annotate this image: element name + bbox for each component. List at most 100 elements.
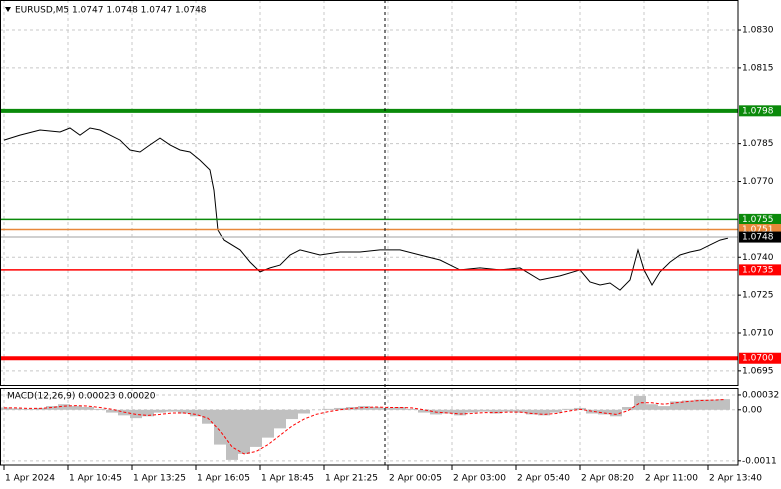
- histogram-bar: [22, 408, 34, 410]
- histogram-bar: [406, 408, 418, 410]
- x-tick-label: 1 Apr 21:25: [325, 474, 378, 484]
- histogram-bar: [298, 409, 310, 414]
- level-tag-label: 1.0735: [742, 265, 774, 275]
- level-tag: [739, 223, 781, 235]
- level-tag: [739, 231, 781, 243]
- histogram-bar: [94, 408, 106, 410]
- histogram-bar: [622, 407, 634, 410]
- chart-title: EURUSD,M5 1.0747 1.0748 1.0747 1.0748: [15, 6, 207, 16]
- level-tag-label: 1.0700: [742, 354, 774, 364]
- price-window: [0, 0, 739, 386]
- histogram-bar: [670, 401, 682, 410]
- x-tick-label: 1 Apr 13:25: [133, 474, 186, 484]
- histogram-bar: [0, 407, 10, 410]
- histogram-bar: [550, 409, 562, 413]
- histogram-bar: [442, 409, 454, 414]
- level-tag-label: 1.0748: [742, 233, 774, 243]
- x-tick-label: 2 Apr 03:00: [453, 474, 506, 484]
- histogram-bar: [454, 409, 466, 416]
- histogram-bar: [46, 406, 58, 410]
- y-tick-label: 0.00032: [742, 390, 779, 400]
- level-tag: [739, 264, 781, 276]
- histogram-bar: [250, 409, 262, 447]
- x-tick-label: 2 Apr 05:40: [517, 474, 570, 484]
- histogram-bar: [286, 409, 298, 420]
- histogram-bar: [694, 399, 706, 410]
- y-tick-label: 1.0740: [742, 253, 774, 263]
- histogram-bar: [658, 406, 670, 410]
- histogram-bar: [502, 409, 514, 412]
- histogram-bar: [370, 407, 382, 410]
- indicator-title: MACD(12,26,9) 0.00023 0.00020: [7, 392, 156, 402]
- histogram-bar: [634, 395, 646, 410]
- menu-icon[interactable]: [5, 7, 11, 12]
- x-tick-label: 1 Apr 10:45: [69, 474, 122, 484]
- histogram-bar: [586, 409, 598, 414]
- macd-window: [0, 388, 739, 466]
- histogram-bar: [718, 399, 730, 410]
- histogram-bar: [322, 408, 334, 410]
- histogram-bar: [190, 409, 202, 417]
- histogram-bar: [82, 407, 94, 410]
- level-tag: [739, 352, 781, 364]
- histogram-bar: [334, 407, 346, 410]
- y-tick-label: -0.0011: [742, 456, 777, 466]
- level-tag-label: 1.0755: [742, 215, 774, 225]
- histogram-bar: [562, 408, 574, 410]
- y-tick-label: 1.0695: [742, 366, 774, 376]
- y-tick-label: 1.0725: [742, 291, 774, 301]
- histogram-bar: [178, 409, 190, 414]
- histogram-bar: [646, 404, 658, 410]
- histogram-bar: [394, 407, 406, 410]
- histogram-bar: [514, 409, 526, 413]
- histogram-bar: [262, 409, 274, 438]
- x-tick-label: 1 Apr 16:05: [197, 474, 250, 484]
- histogram-bar: [238, 409, 250, 454]
- y-tick-label: 1.0785: [742, 139, 774, 149]
- histogram-bar: [682, 400, 694, 410]
- x-tick-label: 2 Apr 08:20: [581, 474, 634, 484]
- histogram-bar: [154, 409, 166, 413]
- y-tick-label: 1.0710: [742, 328, 774, 338]
- histogram-bar: [382, 407, 394, 410]
- histogram-bar: [538, 409, 550, 416]
- histogram-bar: [526, 409, 538, 415]
- histogram-bar: [70, 406, 82, 410]
- histogram-bar: [706, 399, 718, 410]
- level-tag-label: 1.0798: [742, 106, 774, 116]
- histogram-bar: [478, 409, 490, 412]
- x-tick-label: 2 Apr 11:00: [645, 474, 698, 484]
- x-tick-label: 1 Apr 18:45: [261, 474, 314, 484]
- histogram-bar: [466, 409, 478, 413]
- histogram-bar: [142, 409, 154, 417]
- x-tick-label: 2 Apr 00:05: [389, 474, 442, 484]
- histogram-bar: [610, 409, 622, 417]
- level-tag: [739, 213, 781, 225]
- grid: [0, 0, 738, 465]
- y-tick-label: 1.0815: [742, 63, 774, 73]
- x-tick-label: 2 Apr 13:40: [709, 474, 762, 484]
- histogram-bar: [358, 406, 370, 410]
- histogram-bar: [202, 409, 214, 424]
- signal-line: [4, 399, 725, 455]
- level-tag-label: 1.0751: [742, 225, 774, 235]
- histogram-bar: [598, 409, 610, 415]
- level-tag: [739, 105, 781, 117]
- histogram-bar: [490, 409, 502, 414]
- histogram-bar: [106, 409, 118, 413]
- histogram-bar: [58, 404, 70, 410]
- histogram-bar: [418, 409, 430, 413]
- x-tick-label: 1 Apr 2024: [5, 474, 55, 484]
- y-tick-label: 0.00: [742, 405, 762, 415]
- labels: 1.0830 1.0815 1.0785 1.0770 1.0740 1.0725 1.07…: [3, 26, 781, 484]
- histogram-bar: [214, 409, 226, 445]
- histogram-bar: [166, 409, 178, 412]
- marks: [0, 108, 738, 460]
- price-line: [3, 127, 729, 291]
- y-tick-label: 1.0830: [742, 26, 774, 36]
- histogram-bar: [10, 408, 22, 410]
- histogram-bar: [274, 409, 286, 429]
- histogram-bar: [226, 409, 238, 460]
- y-tick-label: 1.0770: [742, 177, 774, 187]
